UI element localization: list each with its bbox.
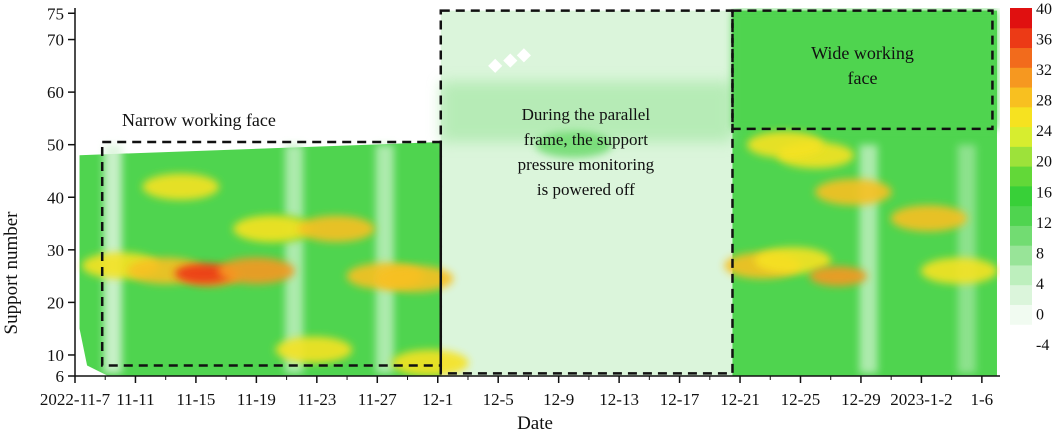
x-tick-label: 11-23 <box>297 390 336 409</box>
colorbar-swatch <box>1010 324 1032 345</box>
region-box <box>731 9 994 131</box>
colorbar-swatch <box>1010 205 1032 226</box>
edge-marker <box>488 58 503 73</box>
low-pressure-band <box>285 144 304 374</box>
y-tick-label: 20 <box>47 293 64 312</box>
pressure-blob <box>376 265 454 292</box>
y-tick-label: 60 <box>47 83 64 102</box>
colorbar-tick-label: 32 <box>1036 62 1052 79</box>
colorbar-swatch <box>1010 27 1032 49</box>
low-pressure-band <box>375 144 394 374</box>
edge-marker <box>516 48 531 63</box>
plot-area <box>79 10 998 376</box>
x-tick-label: 11-27 <box>358 390 398 409</box>
x-tick-label: 11-11 <box>116 390 154 409</box>
low-pressure-band <box>859 144 878 374</box>
colorbar-swatch <box>1010 166 1032 187</box>
pressure-blob <box>535 131 613 158</box>
pressure-blob <box>142 173 220 200</box>
x-tick-label: 2022-11-7 <box>40 390 111 409</box>
colorbar-swatch <box>1010 87 1032 108</box>
colorbar-swatch <box>1010 8 1032 29</box>
pressure-blob <box>890 205 968 232</box>
y-axis-label: Support number <box>1 211 22 335</box>
region-label: Wide working face <box>811 43 914 88</box>
region-layer: Narrow working face During the parallel fr… <box>100 9 994 375</box>
pressure-blob <box>746 131 824 158</box>
x-tick-label: 12-21 <box>720 390 760 409</box>
colorbar-tick-label: 20 <box>1036 154 1052 171</box>
region-box <box>439 9 734 375</box>
colorbar-tick-label: 40 <box>1036 1 1052 18</box>
colorbar-swatch <box>1010 47 1032 68</box>
edge-marker <box>347 119 362 134</box>
x-tick-label: 12-5 <box>483 390 514 409</box>
pressure-blob <box>920 257 998 285</box>
y-tick-label: 10 <box>47 346 64 365</box>
region-label: During the parallel frame, the support pre… <box>518 105 655 199</box>
x-tick-label: 12-9 <box>543 390 574 409</box>
colorbar-tick-label: 4 <box>1036 276 1044 293</box>
y-tick-label: 75 <box>47 4 64 23</box>
y-tick-label: 6 <box>56 367 65 386</box>
x-tick-label: 12-1 <box>422 390 453 409</box>
colorbar-swatch <box>1010 304 1032 325</box>
pressure-blob <box>233 215 310 242</box>
x-tick-label: 11-19 <box>237 390 276 409</box>
colorbar-tick-label: 28 <box>1036 93 1052 110</box>
pressure-blob <box>391 349 469 376</box>
colorbar-tick-label: 24 <box>1036 123 1052 140</box>
y-tick-label: 50 <box>47 136 64 155</box>
colorbar-swatch <box>1010 264 1032 286</box>
colorbar-swatch <box>1010 225 1032 246</box>
colorbar-tick-label: 0 <box>1036 306 1044 323</box>
x-tick-label: 12-29 <box>841 390 881 409</box>
colorbar-swatch <box>1010 185 1032 207</box>
x-tick-label: 2023-1-2 <box>890 390 952 409</box>
x-tick-label: 12-13 <box>599 390 639 409</box>
pressure-blob <box>275 336 353 363</box>
colorbar-tick-label: 8 <box>1036 245 1044 262</box>
colorbar-swatch <box>1010 67 1032 88</box>
pressure-blob <box>754 247 832 274</box>
colorbar-swatch <box>1010 126 1032 147</box>
colorbar-tick-label: 36 <box>1036 32 1052 49</box>
colorbar-tick-label: 16 <box>1036 184 1052 201</box>
edge-marker <box>358 113 373 129</box>
y-tick-label: 70 <box>47 31 64 50</box>
y-tick-label: 30 <box>47 241 64 260</box>
pressure-blob <box>298 215 375 242</box>
colorbar-swatch <box>1010 146 1032 167</box>
x-tick-label: 1-6 <box>971 390 994 409</box>
pressure-blob <box>814 178 892 206</box>
edge-fade <box>440 81 733 143</box>
edge-marker <box>503 53 518 68</box>
x-tick-label: 11-15 <box>176 390 215 409</box>
pressure-blob <box>809 266 868 287</box>
x-axis-label: Date <box>517 413 553 434</box>
y-tick-label: 40 <box>47 188 64 207</box>
powered-off-zone <box>440 10 733 376</box>
colorbar-swatch <box>1010 284 1032 305</box>
x-tick-label: 12-25 <box>781 390 821 409</box>
x-tick-label: 12-17 <box>660 390 700 409</box>
wide-face-upper-zone <box>732 10 997 129</box>
pressure-blob <box>217 257 295 285</box>
region-label: Narrow working face <box>122 110 276 130</box>
colorbar-swatch <box>1010 245 1032 266</box>
axes: 2022-11-7 11-11 11-15 11-19 11-23 11-27 12-1 12… <box>40 4 1000 409</box>
pressure-blob <box>174 263 233 284</box>
colorbar-tick-label: -4 <box>1036 337 1049 354</box>
colorbar-tick-label: 12 <box>1036 215 1052 232</box>
colorbar-swatch <box>1010 106 1032 128</box>
